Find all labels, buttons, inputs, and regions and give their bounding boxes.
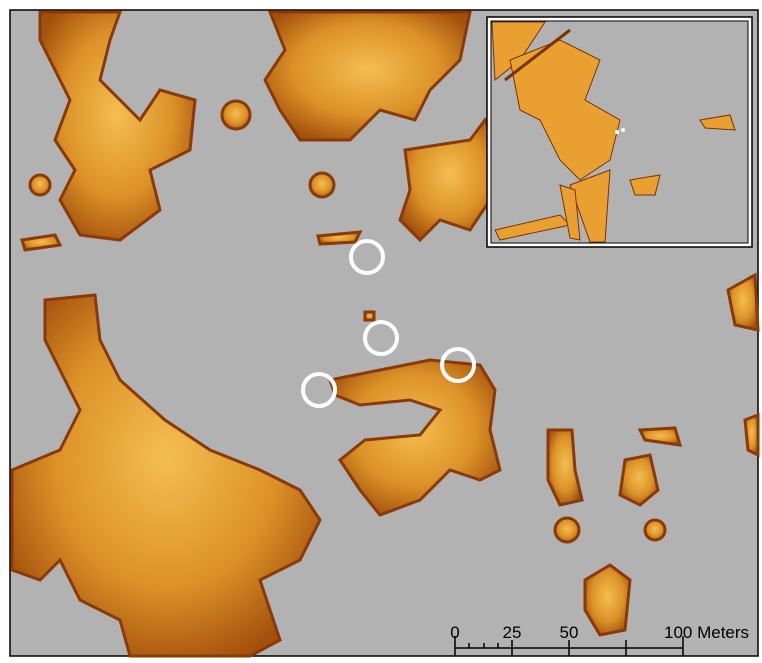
page: 0 25 50 100 Meters (() => { const data =… [0,0,762,658]
scale-label: 50 [560,623,579,642]
scale-label: 25 [503,623,522,642]
scale-label: 0 [450,623,459,642]
scale-label: 100 Meters [664,623,749,642]
inset-map [487,17,752,247]
map: 0 25 50 100 Meters [0,0,762,658]
